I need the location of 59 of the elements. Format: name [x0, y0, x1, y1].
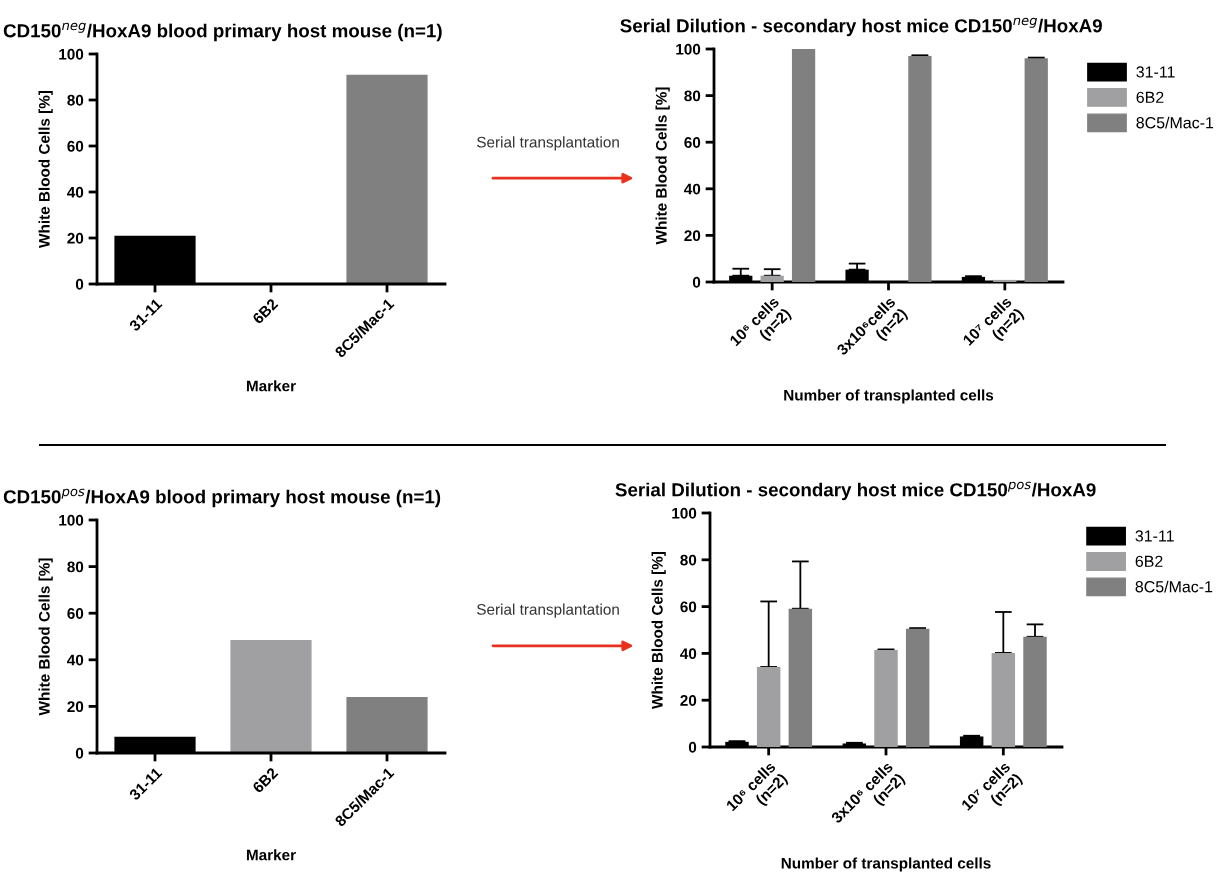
chart-title: CD150$^{pos}$/HoxA9 blood primary host mouse (n=1): [3, 488, 441, 508]
legend-label: 8C5/Mac-1: [1136, 116, 1214, 129]
y-tick-label: 80: [67, 94, 84, 106]
y-axis-title: White Blood Cells [%]: [38, 90, 53, 248]
bar: [874, 650, 898, 747]
x-axis-title: Number of transplanted cells: [784, 389, 994, 404]
y-tick-label: 20: [67, 701, 84, 713]
y-tick-label: 0: [688, 741, 697, 753]
chart-title: Serial Dilution - secondary host mice CD150$^{pos}$/HoxA9: [615, 481, 1096, 501]
legend-label: 8C5/Mac-1: [1135, 580, 1213, 593]
bar: [788, 608, 813, 747]
bar: [791, 49, 816, 282]
bar: [760, 275, 784, 282]
y-tick-label: 20: [67, 232, 84, 244]
legend-label: 6B2: [1135, 555, 1163, 567]
y-axis-title: White Blood Cells [%]: [655, 87, 670, 245]
bar: [346, 697, 428, 753]
bar: [993, 279, 1017, 282]
y-tick-label: 100: [59, 48, 84, 60]
bar: [1023, 636, 1047, 747]
bar: [991, 652, 1016, 747]
legend-label: 31-11: [1136, 66, 1175, 78]
y-tick-label: 60: [67, 608, 84, 619]
bar: [756, 666, 781, 747]
y-tick-label: 60: [680, 601, 697, 613]
y-tick-label: 20: [680, 695, 697, 706]
text: Serial transplantation: [477, 603, 619, 618]
y-tick-label: 0: [75, 278, 84, 290]
bar: [230, 639, 312, 753]
y-tick-label: 100: [676, 43, 701, 55]
x-axis-title: Marker: [246, 380, 296, 392]
text: Serial transplantation: [477, 136, 619, 151]
y-axis-title: White Blood Cells [%]: [38, 558, 53, 716]
y-tick-label: 80: [684, 90, 701, 102]
x-tick-label: 6B2: [251, 297, 279, 325]
legend-label: 6B2: [1136, 91, 1164, 103]
chart-title: Serial Dilution - secondary host mice CD150$^{neg}$/HoxA9: [620, 17, 1102, 37]
legend-label: 31-11: [1135, 530, 1174, 542]
y-tick-label: 60: [67, 140, 84, 152]
y-tick-label: 40: [680, 648, 697, 660]
x-axis-title: Marker: [246, 849, 296, 861]
x-tick-label: 6B2: [251, 766, 279, 794]
y-axis-title: White Blood Cells [%]: [651, 551, 666, 709]
y-tick-label: 80: [680, 554, 697, 566]
y-tick-label: 40: [67, 186, 84, 198]
bar: [1024, 58, 1048, 282]
y-tick-label: 0: [692, 276, 701, 288]
y-tick-label: 0: [75, 747, 84, 759]
y-tick-label: 40: [684, 183, 701, 195]
y-tick-label: 40: [67, 654, 84, 666]
y-tick-label: 60: [684, 137, 701, 148]
bar: [908, 55, 932, 282]
x-axis-title: Number of transplanted cells: [781, 857, 991, 872]
chart-title: CD150$^{neg}$/HoxA9 blood primary host mouse (n=1): [3, 22, 442, 42]
y-tick-label: 100: [672, 507, 697, 519]
bar: [905, 628, 930, 747]
y-tick-label: 20: [684, 230, 701, 242]
y-tick-label: 100: [59, 514, 84, 526]
y-tick-label: 80: [67, 561, 84, 573]
